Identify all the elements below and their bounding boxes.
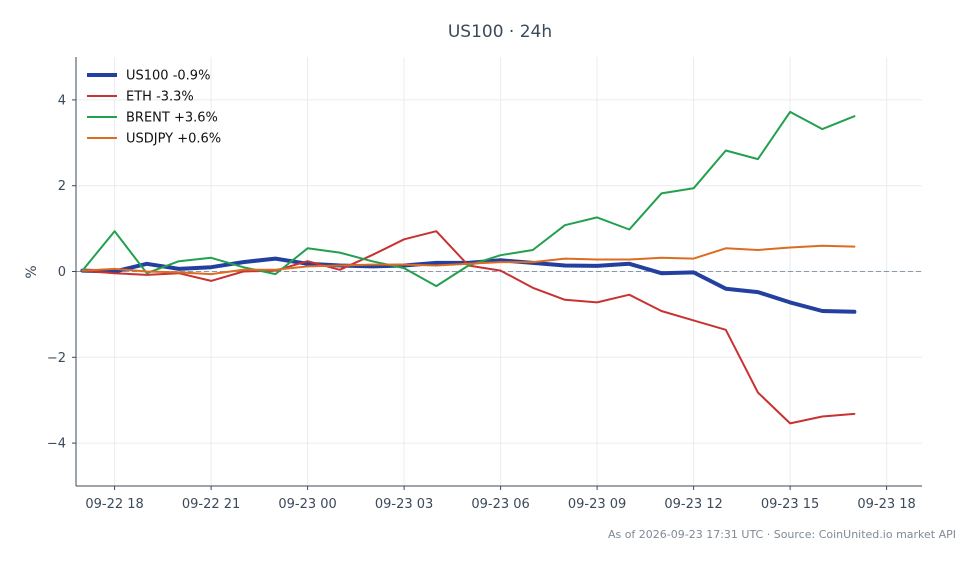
y-tick-label: 0 [58,265,66,280]
y-tick-label: 2 [58,179,66,194]
x-tick-label: 09-23 09 [568,497,626,512]
x-tick-label: 09-23 15 [761,497,819,512]
x-tick-label: 09-23 18 [857,497,915,512]
y-axis-label: % [24,265,40,278]
x-tick-label: 09-23 00 [278,497,336,512]
chart-title: US100 · 24h [448,22,552,42]
y-tick-label: 4 [58,93,66,108]
x-tick-label: 09-22 18 [85,497,143,512]
legend-label-1: ETH -3.3% [126,90,194,105]
series-line-3 [81,244,856,276]
series-lines [80,110,857,425]
x-tick-label: 09-22 21 [182,497,240,512]
x-tick-label: 09-23 03 [375,497,433,512]
x-tick-label: 09-23 06 [471,497,529,512]
legend-label-0: US100 -0.9% [126,69,210,84]
series-line-2 [81,110,856,288]
x-tick-label: 09-23 12 [664,497,722,512]
y-tick-label: −2 [47,351,66,366]
footer-source-note: As of 2026-09-23 17:31 UTC · Source: Coi… [608,528,956,541]
legend: US100 -0.9% ETH -3.3% BRENT +3.6% USDJPY +0… [87,69,221,147]
legend-label-3: USDJPY +0.6% [126,132,221,147]
legend-label-2: BRENT +3.6% [126,111,218,126]
y-tick-labels: −4 −2 0 2 4 [47,93,76,452]
y-tick-label: −4 [47,437,66,452]
x-tick-labels: 09-22 18 09-22 21 09-23 00 09-23 03 09-23 06… [85,486,916,512]
